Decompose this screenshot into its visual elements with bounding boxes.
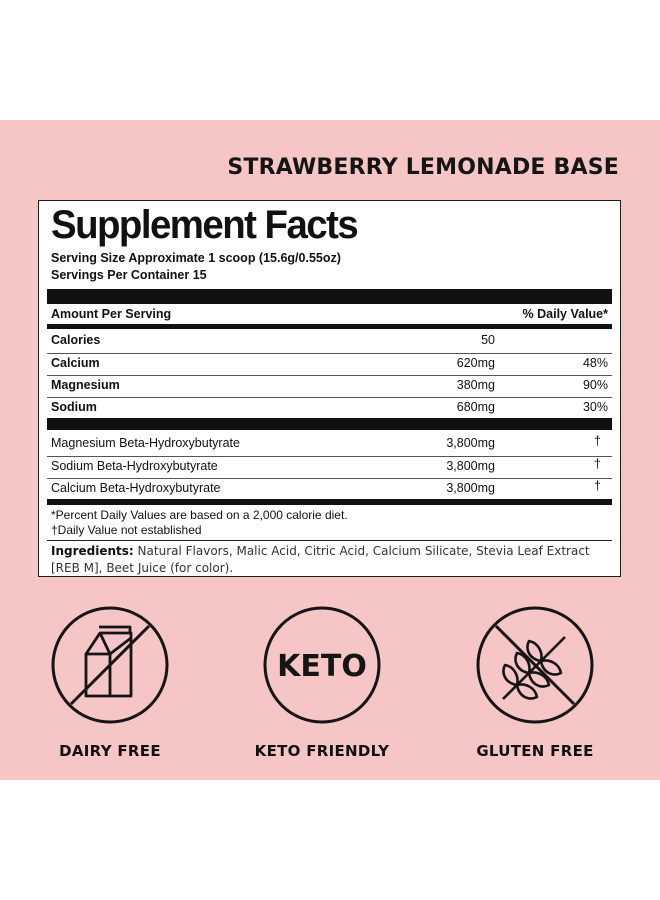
dagger-mark: † — [594, 479, 601, 493]
row-divider — [47, 375, 612, 376]
dagger-mark: † — [594, 434, 601, 448]
ingredients-statement: Ingredients: Natural Flavors, Malic Acid… — [51, 543, 611, 577]
nutrient-name: Calcium — [51, 356, 100, 370]
servings-per-container: Servings Per Container 15 — [51, 268, 207, 282]
nutrient-name: Calories — [51, 333, 101, 347]
dagger-mark: † — [594, 457, 601, 471]
keto-circle-icon: KETO — [262, 605, 382, 725]
ingredients-divider — [47, 540, 612, 541]
nutrient-amount: 380mg — [456, 378, 495, 392]
daily-value-header: % Daily Value* — [522, 307, 608, 321]
keto-friendly-label: KETO FRIENDLY — [254, 742, 390, 760]
row-divider — [47, 478, 612, 479]
nutrient-amount: 620mg — [456, 356, 495, 370]
nutrient-amount: 680mg — [456, 400, 495, 414]
nutrient-daily-value: 90% — [582, 378, 608, 392]
supplement-facts-panel: Supplement Facts Serving Size Approximat… — [38, 200, 621, 577]
ingredient-name: Sodium Beta-Hydroxybutyrate — [51, 459, 218, 473]
ingredient-amount: 3,800mg — [446, 459, 495, 473]
row-divider — [47, 353, 612, 354]
medium-divider — [47, 324, 612, 329]
serving-size: Serving Size Approximate 1 scoop (15.6g/… — [51, 251, 341, 265]
ingredients-label: Ingredients: — [51, 544, 134, 558]
ingredient-name: Calcium Beta-Hydroxybutyrate — [51, 481, 221, 495]
ingredient-amount: 3,800mg — [446, 436, 495, 450]
facts-title: Supplement Facts — [51, 203, 359, 247]
thick-divider — [47, 418, 612, 430]
milk-carton-crossed-icon — [50, 605, 170, 725]
medium-divider — [47, 499, 612, 505]
keto-icon-text: KETO — [277, 649, 367, 684]
footnote-dagger: †Daily Value not established — [51, 523, 202, 537]
ingredient-amount: 3,800mg — [446, 481, 495, 495]
row-divider — [47, 456, 612, 457]
footnote-percent-dv: *Percent Daily Values are based on a 2,0… — [51, 508, 348, 522]
nutrient-name: Sodium — [51, 400, 97, 414]
dairy-free-label: DAIRY FREE — [59, 742, 161, 760]
nutrient-daily-value: 48% — [582, 356, 608, 370]
product-name: STRAWBERRY LEMONADE BASE — [227, 155, 619, 180]
nutrient-name: Magnesium — [51, 378, 120, 392]
wheat-crossed-icon — [475, 605, 595, 725]
nutrient-daily-value: 30% — [582, 400, 608, 414]
amount-per-serving-header: Amount Per Serving — [51, 307, 172, 321]
ingredient-name: Magnesium Beta-Hydroxybutyrate — [51, 436, 240, 450]
nutrient-amount: 50 — [481, 333, 495, 347]
thick-divider — [47, 289, 612, 304]
row-divider — [47, 397, 612, 398]
gluten-free-label: GLUTEN FREE — [476, 742, 594, 760]
ingredients-text: Natural Flavors, Malic Acid, Citric Acid… — [51, 544, 590, 575]
